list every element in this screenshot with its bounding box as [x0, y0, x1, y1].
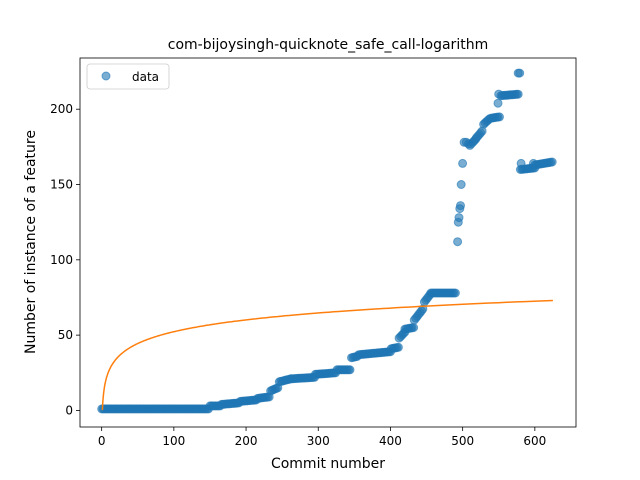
data-point — [463, 139, 473, 149]
legend-box — [86, 63, 170, 90]
data-point — [494, 89, 504, 99]
y-axis: 0 50 100 150 200 — [50, 102, 80, 417]
data-point — [393, 342, 403, 352]
y-tick-label: 150 — [50, 178, 73, 192]
data-point — [495, 112, 504, 122]
y-tick-label: 100 — [50, 253, 73, 267]
x-axis-label: Commit number — [271, 456, 385, 472]
data-point — [458, 158, 468, 168]
y-tick-label: 200 — [50, 102, 73, 116]
legend-marker-data — [101, 71, 111, 81]
x-tick-label: 0 — [98, 434, 106, 448]
plot-area — [97, 68, 557, 414]
data-point — [528, 158, 538, 168]
data-point — [345, 365, 355, 375]
axes-frame — [79, 57, 577, 428]
y-axis-label: Number of instance of a feature — [23, 130, 39, 354]
x-axis: 0 100 200 300 400 500 600 — [98, 427, 546, 448]
data-point — [516, 158, 526, 168]
data-point — [513, 89, 523, 99]
data-point — [515, 68, 525, 78]
chart-title: com-bijoysingh-quicknote_safe_call-logar… — [168, 37, 488, 53]
data-point — [409, 323, 419, 333]
data-point — [450, 288, 460, 298]
x-tick-label: 300 — [307, 434, 330, 448]
x-tick-label: 600 — [523, 434, 546, 448]
y-tick-label: 0 — [65, 403, 73, 417]
data-point — [456, 201, 465, 211]
legend: data — [86, 63, 170, 90]
data-point — [453, 237, 463, 247]
data-point — [493, 98, 503, 108]
data-point — [454, 213, 464, 223]
x-tick-label: 500 — [451, 434, 474, 448]
fit-curve — [101, 299, 553, 411]
x-tick-label: 100 — [162, 434, 185, 448]
data-point — [456, 180, 466, 189]
y-tick-label: 50 — [58, 328, 73, 342]
x-tick-label: 400 — [379, 434, 402, 448]
data-point — [547, 157, 557, 167]
legend-label-data: data — [132, 70, 159, 84]
x-tick-label: 200 — [235, 434, 258, 448]
